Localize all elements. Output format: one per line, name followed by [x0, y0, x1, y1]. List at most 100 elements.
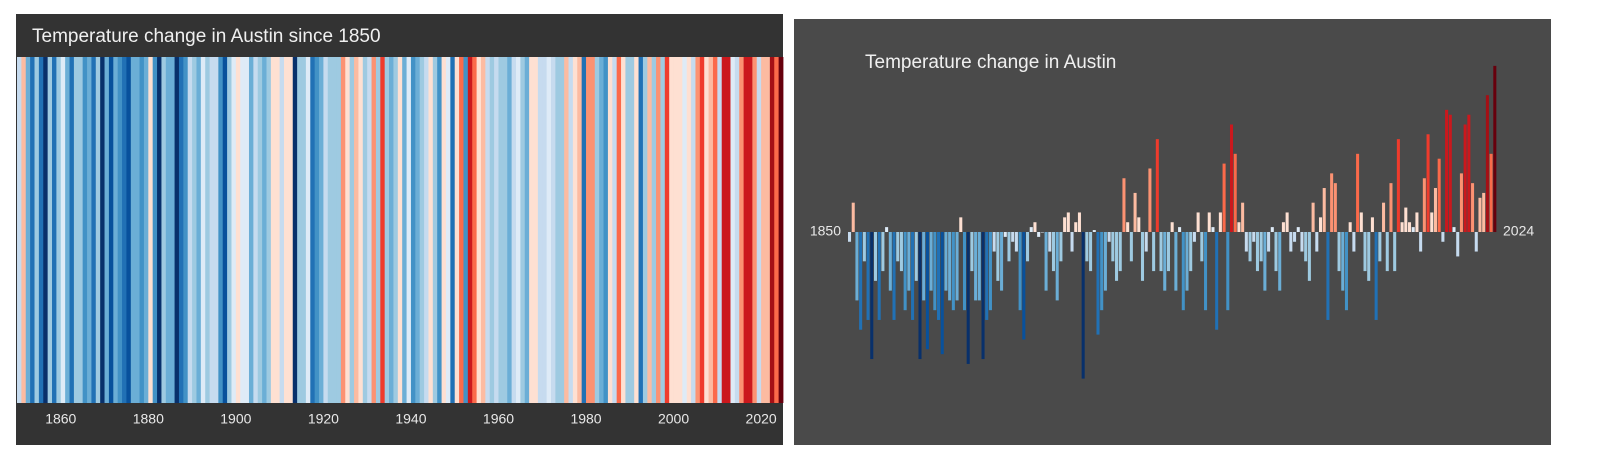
start-label: 1850 — [810, 223, 841, 239]
stripe — [682, 57, 688, 403]
bar — [1163, 232, 1167, 291]
bar — [1241, 202, 1245, 232]
bar — [1196, 212, 1200, 232]
stripe — [200, 57, 206, 403]
bar — [1363, 232, 1367, 272]
stripe — [275, 57, 281, 403]
stripe — [765, 57, 771, 403]
bar — [1459, 173, 1463, 232]
stripe — [691, 57, 696, 403]
bar — [966, 232, 970, 364]
stripe — [660, 57, 666, 403]
bar — [1111, 232, 1115, 262]
bar — [1426, 134, 1430, 232]
x-tick-label: 1900 — [220, 411, 251, 427]
bar — [1211, 227, 1215, 232]
bar — [1178, 227, 1182, 232]
stripe — [100, 57, 105, 403]
bar — [1100, 232, 1104, 311]
bar — [1330, 173, 1334, 232]
stripe — [340, 57, 346, 403]
stripe — [161, 57, 167, 403]
stripe — [389, 57, 394, 403]
bar — [848, 232, 852, 242]
bar — [885, 227, 889, 232]
stripe — [305, 57, 311, 403]
stripe — [529, 57, 534, 403]
stripe — [542, 57, 548, 403]
bar — [1393, 232, 1397, 272]
stripe — [354, 57, 359, 403]
bar — [1448, 114, 1452, 232]
stripe — [507, 57, 513, 403]
bar — [1378, 232, 1382, 262]
bar — [1070, 232, 1074, 252]
stripe — [629, 57, 635, 403]
bar — [1000, 232, 1004, 291]
stripe — [647, 57, 653, 403]
bar — [1007, 232, 1011, 262]
stripe — [502, 57, 508, 403]
bar — [1281, 222, 1285, 232]
stripe — [87, 57, 92, 403]
stripe — [704, 57, 709, 403]
stripe — [69, 57, 75, 403]
bar — [1148, 168, 1152, 232]
stripe — [555, 57, 561, 403]
bar — [1415, 212, 1419, 232]
stripe — [769, 57, 775, 403]
bar — [1181, 232, 1185, 311]
bar — [948, 232, 952, 301]
bar — [866, 232, 870, 320]
stripe — [126, 57, 132, 403]
bar — [1263, 232, 1267, 291]
stripe — [463, 57, 469, 403]
bar — [1337, 232, 1341, 272]
bar — [933, 232, 937, 311]
stripe — [218, 57, 224, 403]
bar — [1118, 232, 1122, 272]
bar — [1300, 232, 1304, 252]
stripe — [743, 57, 749, 403]
bar — [1063, 217, 1067, 232]
bar — [1326, 232, 1330, 320]
stripe — [65, 57, 70, 403]
stripe — [248, 57, 254, 403]
bar — [1267, 232, 1271, 252]
stripe — [336, 57, 342, 403]
stripe — [384, 57, 390, 403]
bar — [1370, 217, 1374, 232]
stripe — [209, 57, 215, 403]
stripe — [253, 57, 259, 403]
stripe — [393, 57, 399, 403]
bar — [944, 232, 948, 291]
stripe — [695, 57, 701, 403]
stripe — [673, 57, 679, 403]
stripe — [288, 57, 294, 403]
stripe — [213, 57, 219, 403]
bar — [1411, 227, 1415, 232]
bar — [1348, 222, 1352, 232]
stripes-title: Temperature change in Austin since 1850 — [32, 26, 381, 47]
x-tick-label: 1920 — [308, 411, 339, 427]
stripe — [196, 57, 202, 403]
bar — [1081, 232, 1085, 379]
stripe — [371, 57, 377, 403]
bar — [1278, 232, 1282, 291]
bar — [1452, 227, 1456, 232]
stripe — [734, 57, 740, 403]
bar — [1229, 124, 1234, 232]
bar — [1318, 217, 1323, 232]
stripe — [419, 57, 425, 403]
stripe — [747, 57, 753, 403]
stripe — [472, 57, 477, 403]
stripe — [170, 57, 175, 403]
bar — [1456, 232, 1460, 257]
bar — [1166, 232, 1170, 272]
bar — [1433, 188, 1437, 232]
bar — [1048, 232, 1052, 252]
stripe — [178, 57, 184, 403]
bar — [1185, 232, 1189, 291]
stripe — [73, 57, 79, 403]
